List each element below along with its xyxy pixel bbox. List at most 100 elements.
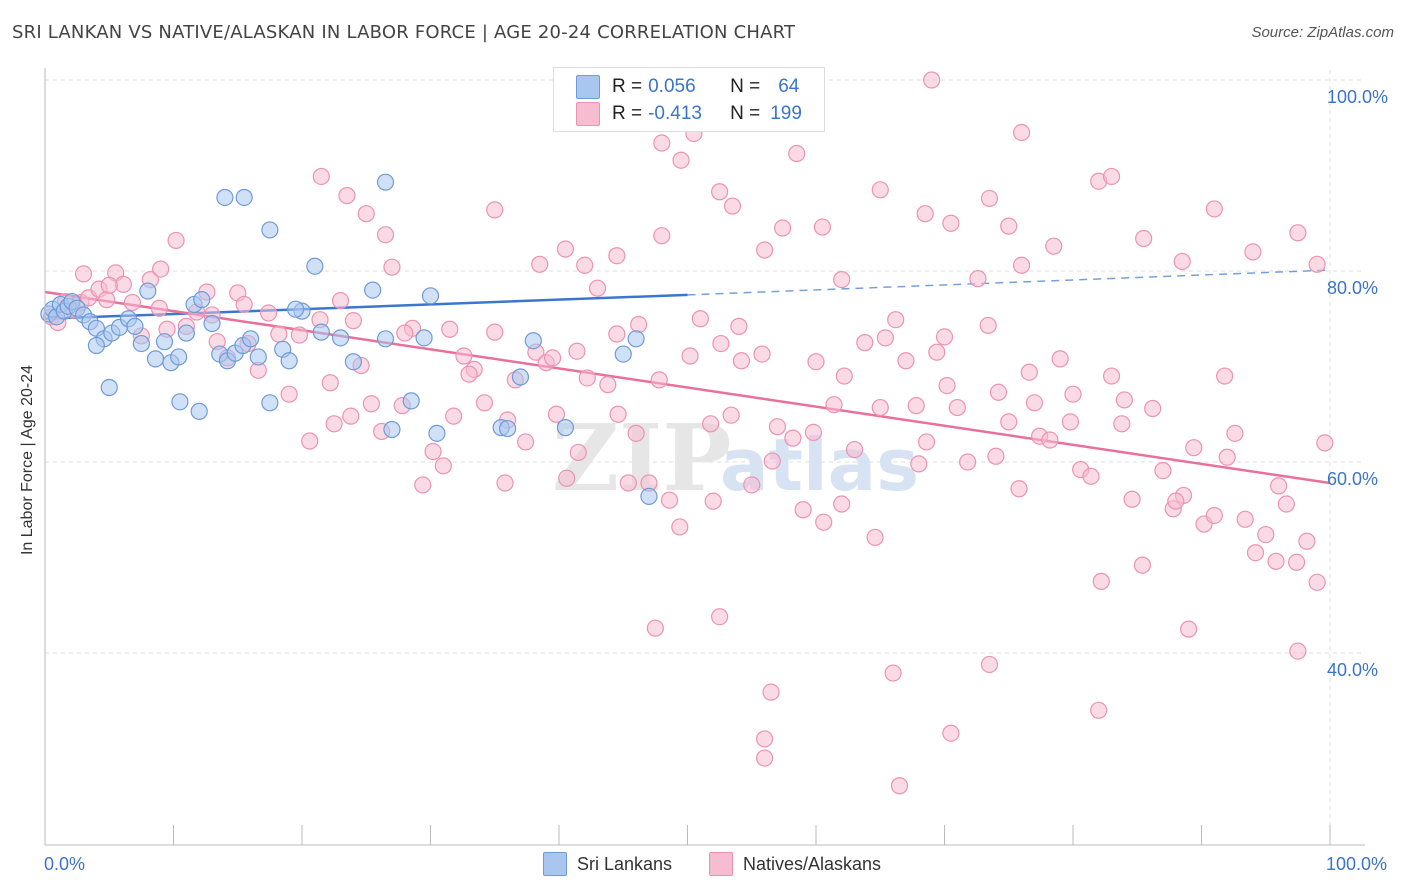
point-natives-alaskans — [650, 371, 668, 389]
point-natives-alaskans — [455, 347, 473, 365]
point-natives-alaskans — [460, 365, 478, 383]
point-natives-alaskans — [1010, 480, 1028, 498]
point-natives-alaskans — [833, 270, 851, 289]
point-sri-lankans — [421, 287, 440, 305]
point-sri-lankans — [249, 348, 267, 366]
point-natives-alaskans — [1133, 556, 1151, 574]
point-natives-alaskans — [599, 376, 617, 394]
point-natives-alaskans — [928, 343, 946, 361]
point-natives-alaskans — [445, 407, 463, 425]
point-natives-alaskans — [1287, 553, 1306, 571]
point-natives-alaskans — [691, 310, 709, 328]
point-natives-alaskans — [1257, 525, 1275, 544]
point-natives-alaskans — [942, 724, 960, 742]
point-natives-alaskans — [150, 299, 168, 317]
point-natives-alaskans — [1218, 448, 1236, 466]
point-natives-alaskans — [1041, 431, 1059, 449]
point-natives-alaskans — [496, 474, 514, 492]
point-natives-alaskans — [441, 320, 459, 338]
point-natives-alaskans — [259, 304, 278, 322]
point-natives-alaskans — [357, 205, 375, 223]
point-natives-alaskans — [732, 352, 751, 370]
point-natives-alaskans — [1185, 439, 1203, 457]
point-natives-alaskans — [1173, 252, 1191, 271]
point-natives-alaskans — [755, 241, 774, 259]
point-natives-alaskans — [588, 279, 607, 297]
point-natives-alaskans — [979, 316, 997, 335]
point-natives-alaskans — [989, 383, 1008, 401]
point-natives-alaskans — [743, 476, 761, 494]
point-natives-alaskans — [608, 325, 626, 343]
legend-swatch-pink — [709, 852, 733, 876]
point-sri-lankans — [126, 317, 144, 335]
point-natives-alaskans — [1092, 572, 1110, 590]
point-natives-alaskans — [813, 218, 832, 236]
point-natives-alaskans — [627, 424, 645, 442]
legend-swatch-blue — [543, 852, 567, 876]
point-natives-alaskans — [321, 374, 339, 392]
point-sri-lankans — [306, 257, 324, 275]
point-natives-alaskans — [980, 655, 999, 674]
point-natives-alaskans — [396, 324, 414, 342]
point-natives-alaskans — [1246, 544, 1265, 562]
point-natives-alaskans — [807, 353, 825, 371]
point-natives-alaskans — [704, 492, 722, 510]
point-natives-alaskans — [923, 71, 941, 89]
point-natives-alaskans — [1308, 255, 1326, 273]
trend-line-sri-lankans-extension — [687, 269, 1331, 296]
point-sri-lankans — [524, 332, 542, 350]
point-natives-alaskans — [609, 405, 627, 423]
point-sri-lankans — [511, 368, 530, 386]
point-natives-alaskans — [578, 369, 596, 387]
point-natives-alaskans — [730, 317, 748, 335]
point-natives-alaskans — [1144, 399, 1162, 418]
point-natives-alaskans — [486, 201, 504, 219]
point-natives-alaskans — [672, 151, 690, 169]
point-natives-alaskans — [887, 311, 905, 329]
point-natives-alaskans — [547, 405, 566, 423]
legend-swatch-blue — [576, 75, 600, 99]
point-natives-alaskans — [1012, 256, 1031, 274]
point-natives-alaskans — [1020, 363, 1038, 381]
point-natives-alaskans — [1154, 461, 1172, 480]
point-natives-alaskans — [1167, 492, 1185, 510]
point-natives-alaskans — [531, 255, 549, 273]
chart-title: SRI LANKAN VS NATIVE/ALASKAN IN LABOR FO… — [12, 22, 796, 43]
bottom-legend: Sri Lankans Natives/Alaskans — [0, 852, 1406, 878]
point-natives-alaskans — [152, 260, 170, 278]
point-natives-alaskans — [1226, 424, 1244, 442]
legend-swatch-pink — [576, 102, 600, 126]
legend-item-natives-alaskans[interactable]: Natives/Alaskans — [709, 852, 881, 876]
gridlines — [45, 70, 1365, 845]
point-natives-alaskans — [871, 181, 889, 199]
axes — [44, 68, 1365, 846]
point-natives-alaskans — [890, 777, 909, 795]
correlation-legend: R = 0.056 N = 64 R = -0.413 N = 199 — [553, 67, 825, 132]
point-natives-alaskans — [856, 334, 874, 352]
point-natives-alaskans — [1180, 620, 1198, 638]
point-sri-lankans — [242, 330, 260, 348]
n-label: N = — [730, 76, 761, 97]
point-sri-lankans — [364, 281, 382, 299]
legend-item-sri-lankans[interactable]: Sri Lankans — [543, 852, 672, 876]
point-natives-alaskans — [1205, 506, 1223, 525]
point-natives-alaskans — [681, 347, 699, 365]
point-natives-alaskans — [788, 144, 806, 163]
point-natives-alaskans — [969, 270, 987, 288]
point-natives-alaskans — [980, 189, 999, 208]
point-natives-alaskans — [1216, 367, 1234, 385]
y-tick-label: 60.0% — [1327, 469, 1379, 489]
point-sri-lankans — [177, 324, 195, 342]
point-natives-alaskans — [711, 183, 729, 201]
point-sri-lankans — [383, 420, 401, 439]
point-natives-alaskans — [1298, 532, 1316, 550]
point-natives-alaskans — [290, 326, 309, 344]
point-natives-alaskans — [414, 476, 432, 494]
point-sri-lankans — [280, 352, 298, 370]
point-natives-alaskans — [280, 385, 298, 403]
point-natives-alaskans — [784, 429, 802, 447]
r-value: 0.056 — [648, 76, 696, 97]
point-natives-alaskans — [948, 398, 966, 417]
point-natives-alaskans — [653, 134, 671, 152]
point-natives-alaskans — [1000, 413, 1018, 431]
